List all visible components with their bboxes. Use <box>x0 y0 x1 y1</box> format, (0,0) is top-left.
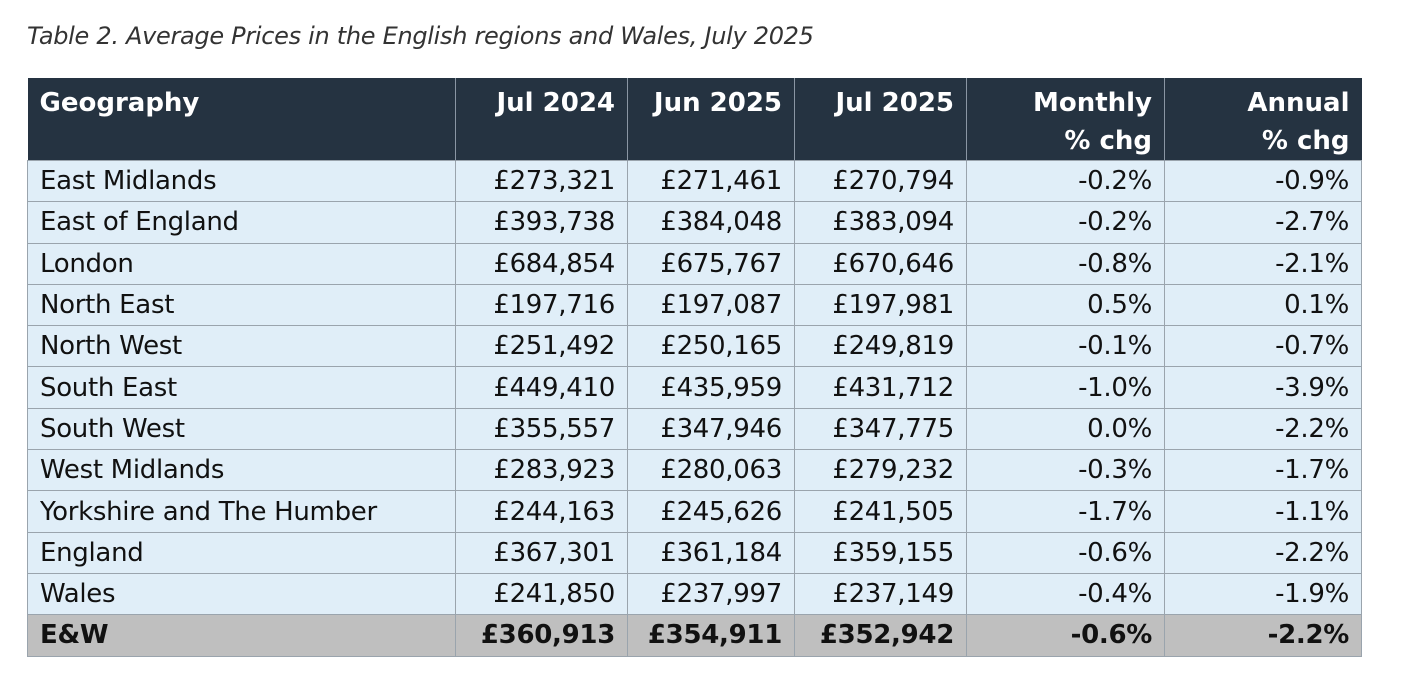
value-cell: -0.2% <box>966 201 1165 244</box>
table-row: West Midlands £283,923 £280,063 £279,232 -0.… <box>27 449 1362 492</box>
value-cell: £347,946 <box>627 407 795 451</box>
value-cell: -0.3% <box>966 449 1165 492</box>
value-cell: £241,850 <box>455 572 628 616</box>
value-cell: -2.7% <box>1164 201 1362 244</box>
table-row: Wales £241,850 £237,997 £237,149 -0.4% -1.9% <box>27 572 1362 616</box>
value-cell: -0.9% <box>1164 159 1362 203</box>
header-cell: Jun 2025 <box>627 78 795 161</box>
value-cell: -0.8% <box>966 242 1165 285</box>
region-cell: West Midlands <box>27 449 456 492</box>
value-cell: £355,557 <box>455 407 628 451</box>
table-row: East of England £393,738 £384,048 £383,094-… <box>27 201 1362 244</box>
value-cell: £360,913 <box>455 614 628 657</box>
value-cell: 0.0% <box>966 407 1165 451</box>
header-cell: Jul 2025 <box>794 78 967 161</box>
table-header: Geography Jul 2024 Jun 2025 Jul 2025 Monthly… <box>27 78 1362 161</box>
header-row: Geography Jul 2024 Jun 2025 Jul 2025 Monthly… <box>27 78 1362 161</box>
value-cell: £271,461 <box>627 159 795 203</box>
header-cell: Annual % chg <box>1164 78 1362 161</box>
value-cell: £684,854 <box>455 242 628 285</box>
value-cell: £283,923 <box>455 449 628 492</box>
table-row: London £684,854 £675,767 £670,646 -0.8% -2.1% <box>27 242 1362 285</box>
value-cell: £250,165 <box>627 325 795 368</box>
region-cell: London <box>27 242 456 285</box>
value-cell: -1.7% <box>966 490 1165 533</box>
value-cell: £354,911 <box>627 614 795 657</box>
value-cell: 0.5% <box>966 283 1165 327</box>
value-cell: -3.9% <box>1164 366 1362 409</box>
value-cell: £245,626 <box>627 490 795 533</box>
value-cell: -2.2% <box>1164 407 1362 451</box>
value-cell: £393,738 <box>455 201 628 244</box>
region-cell: Yorkshire and The Humber <box>27 490 456 533</box>
value-cell: £367,301 <box>455 531 628 574</box>
total-row: E&W £360,913 £354,911 £352,942 -0.6% -2.2% <box>27 614 1362 657</box>
value-cell: £241,505 <box>794 490 967 533</box>
value-cell: £237,149 <box>794 572 967 616</box>
value-cell: -0.4% <box>966 572 1165 616</box>
value-cell: £244,163 <box>455 490 628 533</box>
value-cell: £249,819 <box>794 325 967 368</box>
value-cell: £237,997 <box>627 572 795 616</box>
table-row: East Midlands £273,321 £271,461 £270,794 -0.… <box>27 159 1362 203</box>
table-row: South West £355,557 £347,946 £347,775 0.0% -2… <box>27 407 1362 451</box>
value-cell: £347,775 <box>794 407 967 451</box>
table-body: East Midlands £273,321 £271,461 £270,794 -0.… <box>27 159 1362 657</box>
value-cell: £675,767 <box>627 242 795 285</box>
value-cell: -0.6% <box>966 614 1165 657</box>
value-cell: -1.0% <box>966 366 1165 409</box>
price-table: Geography Jul 2024 Jun 2025 Jul 2025 Monthly… <box>27 78 1362 657</box>
value-cell: £449,410 <box>455 366 628 409</box>
value-cell: -1.7% <box>1164 449 1362 492</box>
value-cell: £361,184 <box>627 531 795 574</box>
value-cell: £197,981 <box>794 283 967 327</box>
region-cell: England <box>27 531 456 574</box>
region-cell: East of England <box>27 201 456 244</box>
value-cell: -2.1% <box>1164 242 1362 285</box>
region-cell: South East <box>27 366 456 409</box>
value-cell: -0.7% <box>1164 325 1362 368</box>
header-cell: Jul 2024 <box>455 78 628 161</box>
value-cell: -0.6% <box>966 531 1165 574</box>
region-cell: North West <box>27 325 456 368</box>
value-cell: -2.2% <box>1164 614 1362 657</box>
table-row: North East £197,716 £197,087 £197,981 0.5% 0.… <box>27 283 1362 327</box>
value-cell: -1.9% <box>1164 572 1362 616</box>
value-cell: £273,321 <box>455 159 628 203</box>
table-row: England £367,301 £361,184 £359,155 -0.6% -2.2… <box>27 531 1362 574</box>
region-cell: East Midlands <box>27 159 456 203</box>
value-cell: £279,232 <box>794 449 967 492</box>
region-cell: South West <box>27 407 456 451</box>
value-cell: £251,492 <box>455 325 628 368</box>
value-cell: £280,063 <box>627 449 795 492</box>
region-cell: Wales <box>27 572 456 616</box>
table-row: South East £449,410 £435,959 £431,712 -1.0% -… <box>27 366 1362 409</box>
value-cell: -2.2% <box>1164 531 1362 574</box>
value-cell: -1.1% <box>1164 490 1362 533</box>
region-cell: E&W <box>27 614 456 657</box>
value-cell: £383,094 <box>794 201 967 244</box>
value-cell: £431,712 <box>794 366 967 409</box>
value-cell: £435,959 <box>627 366 795 409</box>
value-cell: 0.1% <box>1164 283 1362 327</box>
value-cell: -0.2% <box>966 159 1165 203</box>
value-cell: £197,087 <box>627 283 795 327</box>
value-cell: -0.1% <box>966 325 1165 368</box>
region-cell: North East <box>27 283 456 327</box>
value-cell: £670,646 <box>794 242 967 285</box>
value-cell: £359,155 <box>794 531 967 574</box>
table-caption: Table 2. Average Prices in the English r… <box>27 22 814 50</box>
table-row: North West £251,492 £250,165 £249,819 -0.1% -… <box>27 325 1362 368</box>
header-cell: Geography <box>27 78 456 161</box>
value-cell: £352,942 <box>794 614 967 657</box>
value-cell: £197,716 <box>455 283 628 327</box>
value-cell: £270,794 <box>794 159 967 203</box>
table-row: Yorkshire and The Humber £244,163 £245,626… <box>27 490 1362 533</box>
value-cell: £384,048 <box>627 201 795 244</box>
header-cell: Monthly % chg <box>966 78 1165 161</box>
